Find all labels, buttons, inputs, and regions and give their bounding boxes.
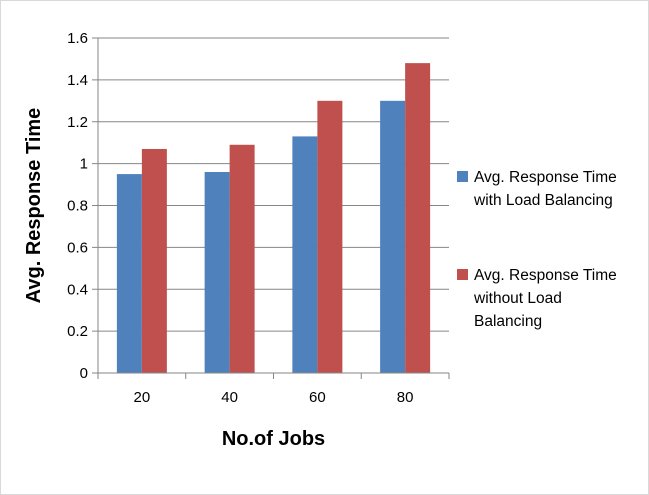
bar-series1-40	[204, 172, 230, 373]
bar-series1-60	[292, 136, 318, 373]
y-tick-labels: 0 0.2 0.4 0.6 0.8 1 1.2 1.4 1.6	[67, 30, 88, 382]
legend-swatch-series2	[457, 269, 468, 280]
x-tick-labels: 20 40 60 80	[134, 389, 414, 406]
y-tick-label: 0	[80, 365, 88, 382]
y-tick-label: 1.2	[67, 114, 88, 131]
bars	[116, 63, 431, 373]
x-tick-label: 80	[397, 389, 414, 406]
bar-series2-60	[317, 100, 343, 373]
legend-label-series2: Balancing	[474, 313, 542, 330]
y-tick-label: 0.2	[67, 323, 88, 340]
bar-series1-80	[380, 100, 406, 373]
legend-label-series2: Avg. Response Time	[474, 267, 617, 284]
bar-series2-40	[229, 144, 255, 373]
y-tick-label: 1.4	[67, 72, 88, 89]
legend-label-series2: without Load	[473, 290, 562, 307]
y-tick-label: 1	[80, 156, 88, 173]
x-tick-label: 20	[134, 389, 151, 406]
legend: Avg. Response Time with Load Balancing Avg…	[457, 169, 617, 330]
x-tick-label: 40	[221, 389, 238, 406]
y-tick-label: 1.6	[67, 30, 88, 47]
bar-series2-20	[141, 148, 167, 373]
bar-series1-20	[116, 174, 142, 373]
legend-label-series1: with Load Balancing	[473, 192, 613, 209]
x-tick-label: 60	[309, 389, 326, 406]
y-tick-label: 0.6	[67, 239, 88, 256]
bar-series2-80	[405, 63, 431, 373]
y-axis-title: Avg. Response Time	[23, 108, 45, 304]
x-axis-title: No.of Jobs	[222, 428, 325, 450]
y-tick-label: 0.4	[67, 281, 88, 298]
legend-label-series1: Avg. Response Time	[474, 169, 617, 186]
y-tick-label: 0.8	[67, 198, 88, 215]
legend-swatch-series1	[457, 171, 468, 182]
